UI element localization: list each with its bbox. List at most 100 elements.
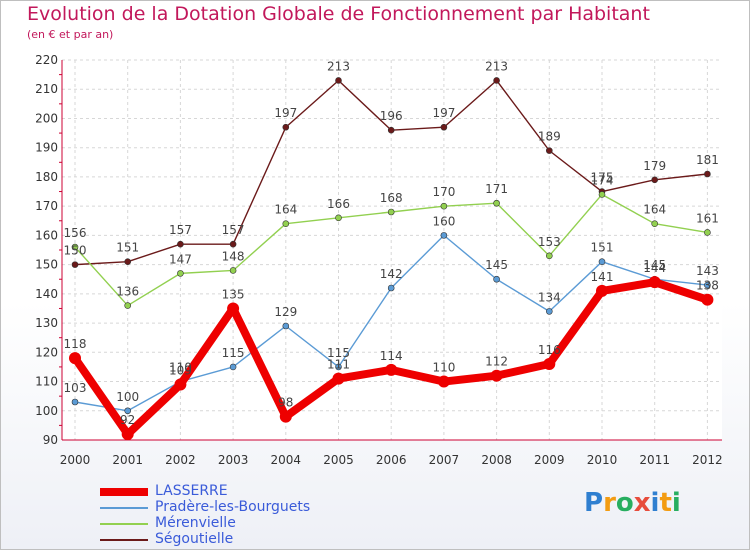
data-label: 213 bbox=[327, 59, 350, 73]
data-label: 118 bbox=[64, 337, 87, 351]
x-tick-label: 2010 bbox=[587, 453, 618, 467]
data-label: 189 bbox=[538, 130, 561, 144]
legend-label: Pradère-les-Bourguets bbox=[155, 499, 311, 515]
logo-letter: x bbox=[633, 488, 651, 518]
data-point bbox=[282, 322, 290, 330]
data-point bbox=[282, 123, 290, 131]
data-label: 168 bbox=[380, 191, 403, 205]
x-tick-label: 2005 bbox=[323, 453, 354, 467]
data-point bbox=[701, 293, 714, 306]
x-tick-label: 2007 bbox=[429, 453, 460, 467]
chart-subtitle: (en € et par an) bbox=[27, 28, 114, 41]
data-label: 134 bbox=[538, 290, 561, 304]
data-label: 138 bbox=[696, 279, 719, 293]
data-label: 144 bbox=[643, 261, 666, 275]
data-label: 115 bbox=[222, 346, 245, 360]
logo-letter: t bbox=[659, 488, 672, 518]
data-point bbox=[332, 372, 345, 385]
legend-label: Mérenvielle bbox=[155, 515, 236, 531]
data-label: 92 bbox=[120, 413, 135, 427]
data-point bbox=[493, 77, 500, 84]
data-point bbox=[71, 243, 79, 251]
data-point bbox=[177, 270, 184, 277]
data-label: 116 bbox=[538, 343, 561, 357]
data-label: 147 bbox=[169, 252, 192, 266]
y-tick-label: 120 bbox=[35, 345, 58, 359]
data-label: 156 bbox=[64, 226, 87, 240]
x-tick-label: 2009 bbox=[534, 453, 565, 467]
y-tick-label: 190 bbox=[35, 141, 58, 155]
data-label: 115 bbox=[327, 346, 350, 360]
legend-label: LASSERRE bbox=[155, 483, 228, 499]
data-label: 157 bbox=[222, 223, 245, 237]
x-tick-label: 2000 bbox=[60, 453, 91, 467]
logo-letter: i bbox=[671, 488, 681, 518]
data-point bbox=[229, 240, 237, 248]
data-point bbox=[124, 407, 131, 415]
legend-swatch bbox=[100, 539, 148, 541]
data-label: 129 bbox=[274, 305, 297, 319]
legend-label: Ségoutielle bbox=[155, 531, 234, 547]
data-point bbox=[229, 267, 237, 274]
data-point bbox=[596, 284, 608, 297]
legend-item: Pradère-les-Bourguets bbox=[100, 499, 400, 516]
data-point bbox=[121, 428, 134, 441]
y-tick-label: 220 bbox=[35, 53, 58, 67]
x-tick-label: 2006 bbox=[376, 453, 407, 467]
logo-letter: P bbox=[584, 488, 604, 518]
data-label: 98 bbox=[278, 396, 293, 410]
data-point bbox=[598, 258, 606, 265]
data-point bbox=[493, 199, 500, 207]
data-label: 143 bbox=[696, 264, 719, 278]
logo-letter: i bbox=[650, 488, 660, 518]
data-point bbox=[440, 202, 448, 210]
x-tick-label: 2008 bbox=[481, 453, 512, 467]
data-point bbox=[704, 170, 711, 178]
data-label: 175 bbox=[591, 171, 614, 185]
data-label: 136 bbox=[116, 285, 139, 299]
data-point bbox=[493, 275, 500, 283]
legend-swatch bbox=[100, 507, 148, 509]
data-label: 164 bbox=[643, 203, 666, 217]
data-point bbox=[71, 261, 79, 268]
data-label: 141 bbox=[591, 270, 614, 284]
x-tick-label: 2004 bbox=[271, 453, 302, 467]
y-tick-label: 200 bbox=[35, 111, 58, 125]
y-tick-label: 110 bbox=[35, 375, 58, 389]
data-label: 160 bbox=[432, 214, 455, 228]
data-point bbox=[279, 410, 292, 423]
data-point bbox=[437, 375, 450, 388]
data-label: 213 bbox=[485, 59, 508, 73]
y-tick-label: 210 bbox=[35, 82, 58, 96]
y-tick-label: 160 bbox=[35, 228, 58, 242]
data-point bbox=[335, 214, 342, 222]
x-tick-label: 2003 bbox=[218, 453, 249, 467]
data-label: 145 bbox=[485, 258, 508, 272]
data-point bbox=[651, 220, 659, 227]
data-point bbox=[229, 363, 237, 371]
data-point bbox=[440, 123, 448, 131]
logo-letter: o bbox=[615, 488, 634, 518]
x-tick-label: 2002 bbox=[165, 453, 196, 467]
data-point bbox=[227, 302, 240, 315]
x-tick-label: 2012 bbox=[692, 453, 723, 467]
data-point bbox=[282, 220, 290, 227]
y-tick-label: 90 bbox=[43, 433, 58, 447]
data-label: 196 bbox=[380, 109, 403, 123]
data-point bbox=[174, 378, 187, 391]
y-tick-label: 170 bbox=[35, 199, 58, 213]
chart-title: Evolution de la Dotation Globale de Fonc… bbox=[27, 3, 650, 25]
data-label: 135 bbox=[222, 287, 245, 301]
data-label: 166 bbox=[327, 197, 350, 211]
data-point bbox=[651, 176, 659, 184]
data-label: 103 bbox=[64, 381, 87, 395]
data-point bbox=[385, 363, 398, 376]
legend-item: Mérenvielle bbox=[100, 515, 400, 532]
data-label: 109 bbox=[169, 363, 192, 377]
data-point bbox=[648, 276, 661, 289]
data-label: 161 bbox=[696, 211, 719, 225]
legend-item: Ségoutielle bbox=[100, 531, 400, 548]
data-label: 150 bbox=[64, 244, 87, 258]
y-tick-label: 180 bbox=[35, 170, 58, 184]
data-point bbox=[490, 369, 503, 382]
